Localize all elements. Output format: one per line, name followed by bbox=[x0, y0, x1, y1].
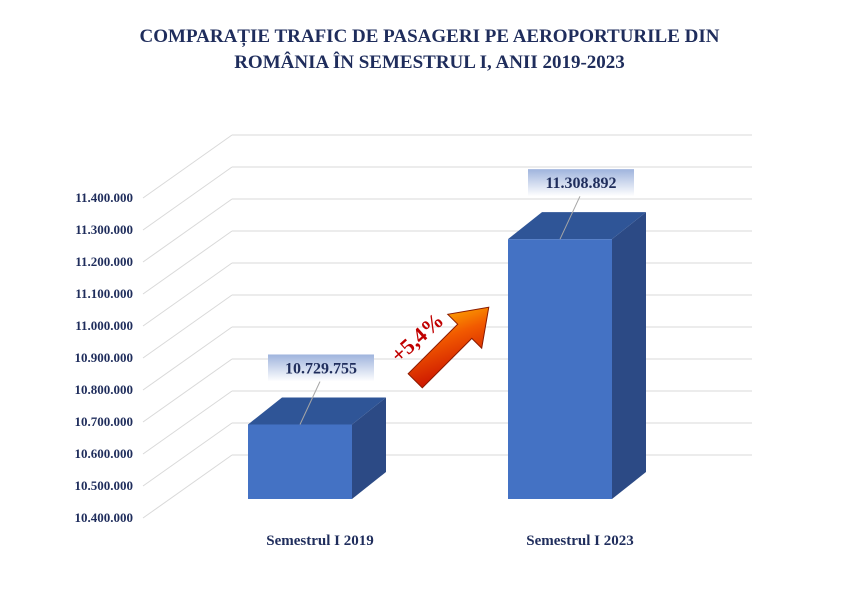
bar bbox=[508, 239, 612, 500]
y-tick-label: 10.400.000 bbox=[75, 510, 134, 525]
y-tick-label: 11.100.000 bbox=[75, 286, 133, 301]
data-label: 11.308.892 bbox=[545, 175, 616, 192]
gridline-depth bbox=[142, 134, 233, 199]
growth-annotation: +5,4% bbox=[386, 306, 490, 389]
gridlines bbox=[142, 134, 752, 519]
y-tick-label: 10.700.000 bbox=[75, 414, 134, 429]
category-label: Semestrul I 2023 bbox=[526, 533, 634, 549]
bar-top bbox=[248, 397, 386, 425]
y-tick-label: 11.300.000 bbox=[75, 222, 133, 237]
y-tick-label: 11.000.000 bbox=[75, 318, 133, 333]
gridline-depth bbox=[142, 390, 233, 455]
gridline-depth bbox=[142, 166, 233, 231]
gridline-depth bbox=[142, 326, 233, 391]
bar bbox=[248, 424, 352, 499]
chart-title-line-2: ROMÂNIA ÎN SEMESTRUL I, ANII 2019-2023 bbox=[234, 52, 625, 73]
chart-title-line-1: COMPARAȚIE TRAFIC DE PASAGERI PE AEROPOR… bbox=[139, 26, 720, 47]
chart-title: COMPARAȚIE TRAFIC DE PASAGERI PE AEROPOR… bbox=[0, 24, 859, 76]
y-tick-label: 10.800.000 bbox=[75, 382, 134, 397]
bar-top bbox=[508, 212, 646, 240]
y-axis-ticks: 10.400.000 10.500.000 10.600.000 10.700.000… bbox=[75, 190, 134, 525]
gridline-depth bbox=[142, 262, 233, 327]
data-label-leader bbox=[299, 381, 321, 425]
gridline-depth bbox=[142, 454, 233, 519]
y-tick-label: 11.200.000 bbox=[75, 254, 133, 269]
data-label-leader bbox=[559, 195, 581, 240]
bar-side bbox=[352, 397, 386, 499]
gridline-depth bbox=[142, 294, 233, 359]
growth-arrow bbox=[407, 306, 490, 389]
bar-side bbox=[612, 212, 646, 500]
data-label: 10.729.755 bbox=[285, 360, 357, 377]
gridline-depth bbox=[142, 230, 233, 295]
gridline-depth bbox=[142, 422, 233, 487]
arrow-shape bbox=[407, 306, 490, 389]
y-tick-label: 10.500.000 bbox=[75, 478, 134, 493]
y-tick-label: 10.900.000 bbox=[75, 350, 134, 365]
y-tick-label: 10.600.000 bbox=[75, 446, 134, 461]
gridline-depth bbox=[142, 198, 233, 263]
data-label-box bbox=[268, 354, 374, 382]
category-label: Semestrul I 2019 bbox=[266, 533, 374, 549]
data-label-box bbox=[528, 169, 634, 197]
y-tick-label: 11.400.000 bbox=[75, 190, 133, 205]
gridline-depth bbox=[142, 358, 233, 423]
bars: 10.729.755 11.308.892 bbox=[248, 169, 646, 500]
x-axis-categories: Semestrul I 2019 Semestrul I 2023 bbox=[266, 533, 634, 549]
